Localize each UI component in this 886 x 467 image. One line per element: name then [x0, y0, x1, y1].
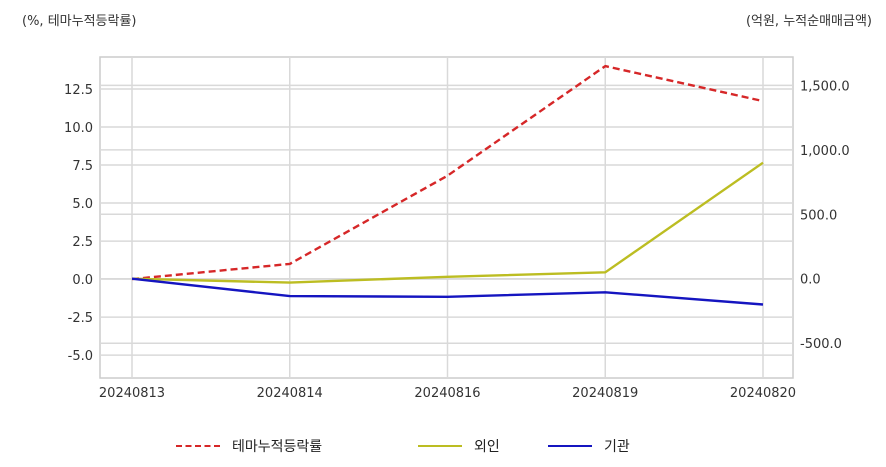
x-tick-label: 20240813	[99, 386, 165, 401]
legend-swatch	[548, 445, 592, 447]
right-tick-label: 500.0	[800, 208, 837, 223]
left-tick-label: 5.0	[72, 197, 93, 212]
legend-label: 테마누적등락률	[232, 439, 323, 455]
left-tick-label: 2.5	[72, 235, 93, 250]
right-tick-label: 1,500.0	[800, 79, 850, 94]
left-tick-label: 7.5	[72, 159, 93, 174]
legend-label: 기관	[604, 439, 630, 455]
left-tick-label: 0.0	[72, 273, 93, 288]
x-tick-label: 20240819	[572, 386, 638, 401]
right-tick-label: -500.0	[800, 337, 842, 352]
left-axis-unit-label: (%, 테마누적등락률)	[22, 14, 137, 29]
legend-item: 테마누적등락률	[176, 436, 322, 456]
x-tick-label: 20240816	[414, 386, 480, 401]
legend-item: 기관	[548, 436, 630, 456]
left-tick-label: 12.5	[64, 83, 93, 98]
legend-swatch	[176, 445, 220, 447]
plot-area	[99, 56, 794, 379]
series-line	[131, 277, 764, 306]
legend-item: 외인	[418, 436, 500, 456]
series-line	[131, 64, 764, 281]
left-tick-label: -2.5	[68, 311, 93, 326]
legend-swatch	[418, 445, 462, 447]
right-axis-unit-label: (억원, 누적순매매금액)	[745, 14, 872, 29]
right-tick-label: 1,000.0	[800, 144, 850, 159]
left-tick-label: -5.0	[68, 349, 93, 364]
legend-label: 외인	[474, 439, 500, 455]
series-line	[131, 161, 764, 284]
x-tick-label: 20240820	[730, 386, 796, 401]
right-tick-label: 0.0	[800, 273, 821, 288]
x-tick-label: 20240814	[257, 386, 323, 401]
left-tick-label: 10.0	[64, 121, 93, 136]
chart-legend: 테마누적등락률 외인 기관	[0, 436, 886, 456]
